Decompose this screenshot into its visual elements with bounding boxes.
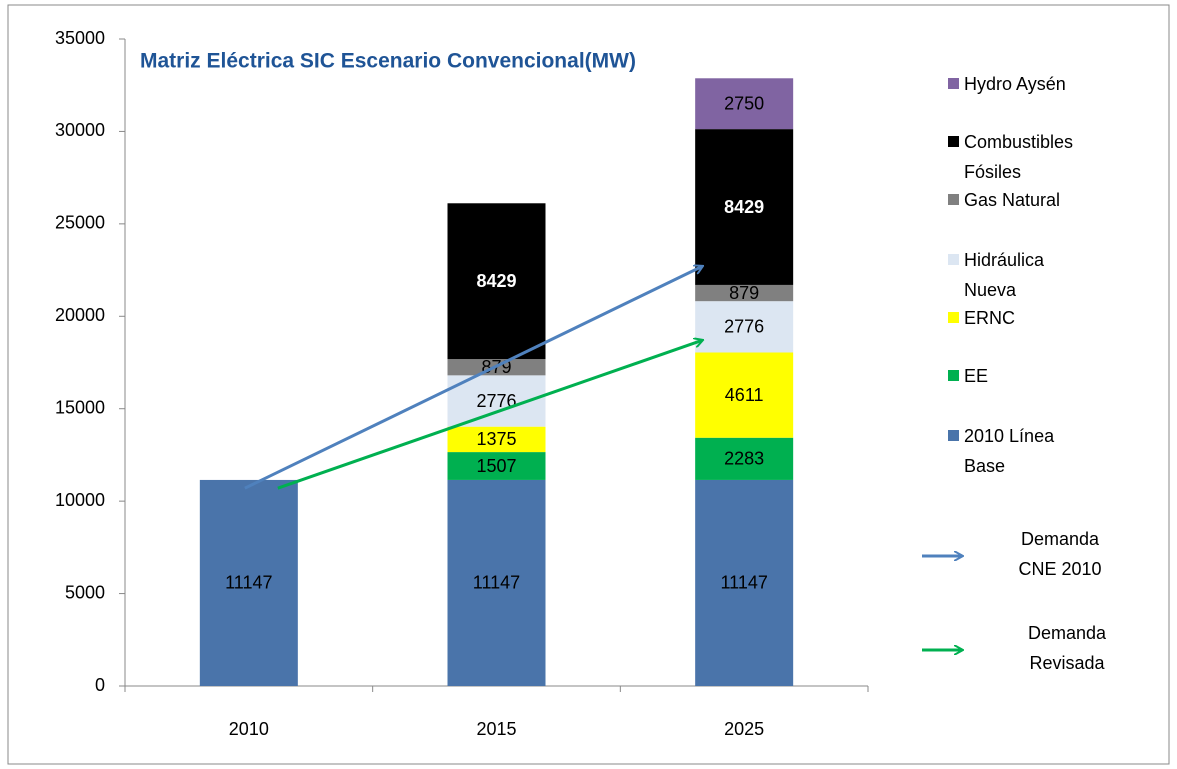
y-tick-label: 35000: [55, 28, 105, 48]
bar-segment: [695, 479, 794, 686]
frame: [7, 4, 1170, 765]
data-label: 2776: [724, 317, 764, 337]
legend-label: Demanda CNE 2010: [1018, 529, 1102, 579]
y-tick-label: 10000: [55, 490, 105, 510]
bar-segment: [447, 426, 546, 453]
legend-label: 2010 Línea Base: [964, 426, 1055, 476]
data-label: 2750: [724, 93, 764, 113]
legend-label: Demanda Revisada: [1027, 623, 1107, 673]
y-tick-label: 20000: [55, 305, 105, 325]
data-label: 1375: [476, 429, 516, 449]
legend-swatch: [948, 136, 959, 147]
x-tick-label: 2025: [724, 719, 764, 739]
chart-title: Matriz Eléctrica SIC Escenario Convencio…: [140, 50, 636, 73]
data-label: 8429: [724, 197, 764, 217]
bar-segment: [695, 129, 794, 285]
legend-swatch: [948, 312, 959, 323]
bar-segment: [447, 479, 546, 686]
bar-segment: [447, 452, 546, 480]
legend-label: Gas Natural: [964, 190, 1061, 210]
legend-label: Hydro Aysén: [964, 74, 1066, 94]
legend-swatch: [948, 194, 959, 205]
x-tick-label: 2010: [229, 719, 269, 739]
demand-arrow: [277, 340, 702, 490]
y-tick-label: 25000: [55, 213, 105, 233]
data-label: 2776: [476, 391, 516, 411]
data-label: 11147: [473, 573, 520, 593]
legend-swatch: [948, 370, 959, 381]
y-tick-label: 0: [95, 675, 105, 695]
bar-segment: [695, 437, 794, 480]
bar-segment: [199, 479, 298, 686]
bar-segment: [695, 352, 794, 438]
x-tick-label: 2015: [476, 719, 516, 739]
data-label: 1507: [476, 456, 516, 476]
bar-segment: [695, 301, 794, 353]
legend-swatch: [948, 430, 959, 441]
legend-swatch: [948, 78, 959, 89]
data-label: 2283: [724, 449, 764, 469]
data-label: 879: [729, 283, 759, 303]
data-label: 11147: [720, 573, 767, 593]
legend-label: Combustibles Fósiles: [964, 132, 1074, 182]
bar-segment: [695, 78, 794, 130]
bar-segment: [695, 284, 794, 302]
bar-segment: [447, 203, 546, 360]
data-label: 8429: [476, 271, 516, 291]
legend-label: Hidráulica Nueva: [964, 250, 1045, 300]
data-label: 11147: [225, 573, 272, 593]
legend-label: EE: [964, 366, 989, 386]
legend-label: ERNC: [964, 308, 1016, 328]
demand-arrow: [244, 266, 702, 490]
y-tick-label: 30000: [55, 120, 105, 140]
data-label: 4611: [725, 385, 764, 405]
y-tick-label: 15000: [55, 397, 105, 417]
legend-swatch: [948, 254, 959, 265]
y-tick-label: 5000: [65, 582, 105, 602]
